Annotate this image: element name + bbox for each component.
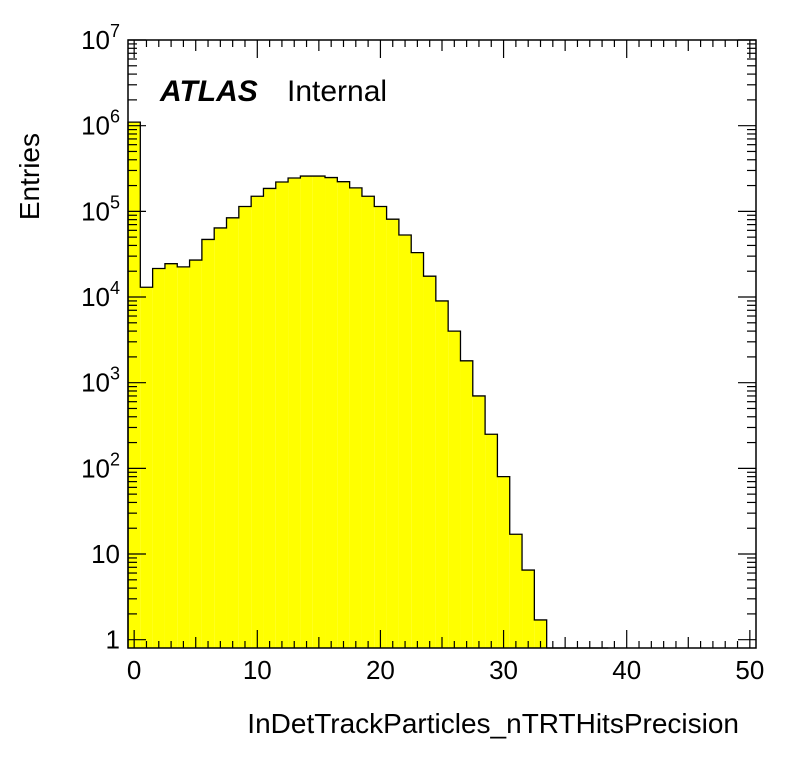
histogram-bars xyxy=(128,122,547,649)
histogram-bar xyxy=(140,287,153,648)
histogram-bar xyxy=(325,177,338,648)
histogram-bar xyxy=(300,176,313,649)
histogram-bar xyxy=(398,234,412,649)
histogram-outline xyxy=(127,121,609,649)
histogram-bar xyxy=(374,206,387,648)
histogram-bar xyxy=(251,196,264,649)
histogram-bar xyxy=(522,570,535,648)
histogram-bar xyxy=(214,227,227,648)
atlas-label: ATLAS xyxy=(159,75,258,108)
internal-label: Internal xyxy=(287,75,387,108)
histogram-bar xyxy=(201,239,215,649)
histogram-bar xyxy=(226,217,239,648)
x-tick-labels: 0 10 20 30 40 50 xyxy=(127,655,764,685)
y-tick-label: 104 xyxy=(81,278,120,312)
histogram-bar xyxy=(497,476,510,648)
y-tick-label: 107 xyxy=(81,21,120,55)
x-axis-title: InDetTrackParticles_nTRTHitsPrecision xyxy=(247,708,739,739)
y-tick-label: 10 xyxy=(91,539,120,569)
histogram-bar xyxy=(448,331,461,648)
histogram-bar xyxy=(288,178,301,648)
histogram-bar xyxy=(128,122,141,648)
y-tick-label: 103 xyxy=(81,364,120,398)
histogram-bar xyxy=(509,534,523,648)
x-tick-label: 40 xyxy=(612,655,641,685)
histogram-bar xyxy=(485,434,498,648)
x-tick-label: 30 xyxy=(489,655,518,685)
histogram-bar xyxy=(411,252,424,648)
y-tick-label: 106 xyxy=(81,107,120,141)
histogram-bar xyxy=(435,300,449,648)
histogram-bar xyxy=(423,276,436,648)
histogram-bar xyxy=(460,360,473,648)
histogram-bar xyxy=(177,266,190,648)
y-tick-label: 1 xyxy=(106,625,120,655)
histogram-bar xyxy=(472,395,486,648)
histogram-bar xyxy=(152,268,165,648)
histogram-bar xyxy=(534,619,547,648)
y-axis-title: Entries xyxy=(14,133,45,220)
axis-ticks xyxy=(128,39,756,648)
y-tick-label: 102 xyxy=(81,449,120,483)
y-tick-labels: 1 10 102 103 104 105 106 107 xyxy=(81,21,120,655)
histogram-bar xyxy=(275,182,289,648)
y-tick-label: 105 xyxy=(81,192,120,226)
x-tick-label: 50 xyxy=(735,655,764,685)
histogram-bar xyxy=(164,263,178,648)
histogram-bar xyxy=(263,188,276,648)
plot-frame xyxy=(127,39,757,649)
histogram-bar xyxy=(189,260,202,648)
histogram-bar xyxy=(238,206,252,648)
histogram-bar xyxy=(349,187,362,648)
histogram-bar xyxy=(361,196,375,649)
histogram-bar xyxy=(386,219,399,648)
histogram-bar xyxy=(312,176,326,649)
x-tick-label: 20 xyxy=(366,655,395,685)
x-tick-label: 0 xyxy=(127,655,141,685)
x-tick-label: 10 xyxy=(243,655,272,685)
histogram-bar xyxy=(337,181,350,648)
